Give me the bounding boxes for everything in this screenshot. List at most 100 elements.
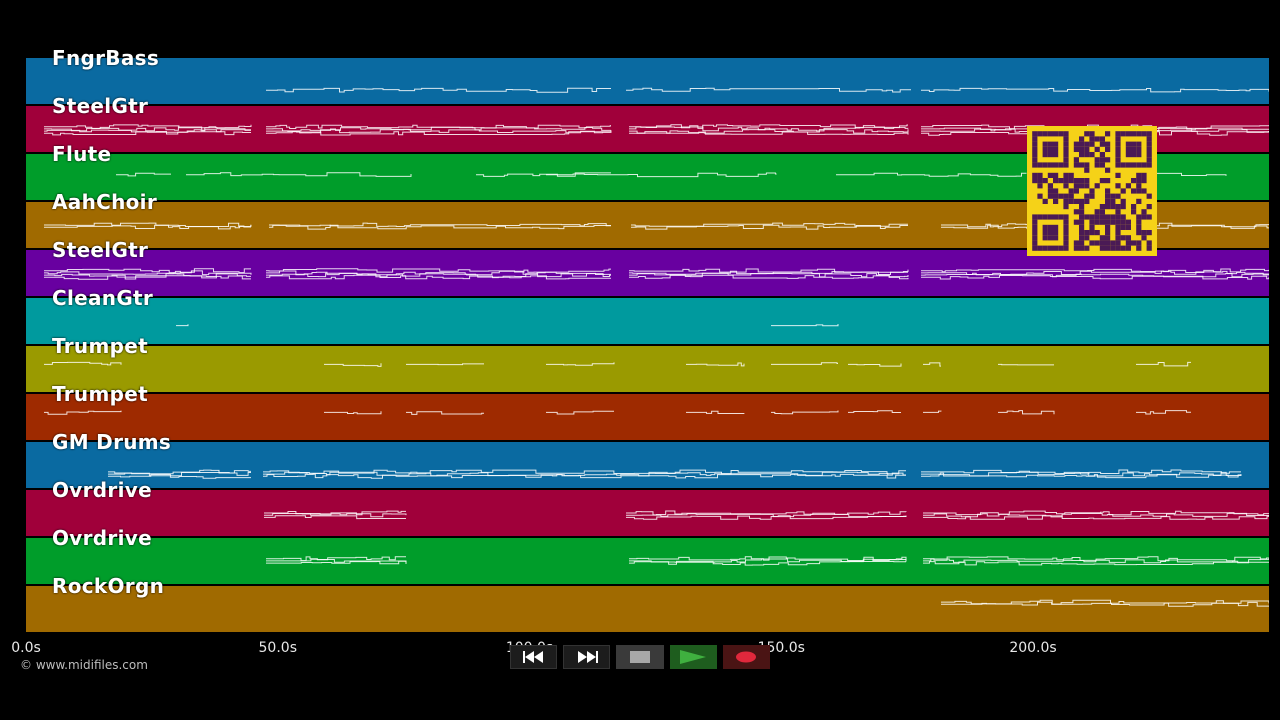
note-trace xyxy=(266,556,1269,566)
stop-button[interactable] xyxy=(616,645,664,669)
qr-module xyxy=(1079,230,1085,236)
qr-module xyxy=(1115,224,1121,230)
qr-module xyxy=(1032,146,1038,152)
qr-module xyxy=(1099,141,1105,147)
qr-module xyxy=(1073,157,1079,163)
qr-module xyxy=(1099,136,1105,142)
qr-module xyxy=(1141,131,1147,137)
qr-module xyxy=(1115,235,1121,241)
qr-module xyxy=(1042,224,1048,230)
qr-module xyxy=(1079,240,1085,246)
qr-module xyxy=(1115,209,1121,215)
note-segment xyxy=(923,362,941,367)
qr-module xyxy=(1115,152,1121,158)
qr-module xyxy=(1037,183,1043,189)
fast-forward-button[interactable] xyxy=(563,645,611,669)
qr-module xyxy=(1105,198,1111,204)
note-segment xyxy=(266,556,406,562)
qr-module xyxy=(1136,178,1142,184)
qr-module xyxy=(1073,183,1079,189)
note-segment xyxy=(266,87,611,93)
qr-module xyxy=(1079,136,1085,142)
qr-module xyxy=(1063,146,1069,152)
qr-module xyxy=(1105,188,1111,194)
qr-module xyxy=(1084,162,1090,168)
note-segment xyxy=(108,474,251,479)
qr-module xyxy=(1141,230,1147,236)
note-segment xyxy=(923,561,1269,566)
play-button[interactable] xyxy=(669,645,717,669)
qr-module xyxy=(1053,178,1059,184)
qr-module xyxy=(1063,131,1069,137)
qr-module xyxy=(1079,235,1085,241)
note-segment xyxy=(44,222,252,227)
qr-module xyxy=(1089,193,1095,199)
track-label: Ovrdrive xyxy=(52,526,152,550)
qr-module xyxy=(1084,183,1090,189)
qr-module xyxy=(1136,219,1142,225)
qr-module xyxy=(1105,240,1111,246)
qr-module xyxy=(1115,172,1121,178)
qr-module xyxy=(1136,224,1142,230)
qr-module xyxy=(1089,224,1095,230)
qr-module xyxy=(1079,204,1085,210)
qr-module xyxy=(1068,178,1074,184)
qr-module xyxy=(1125,235,1131,241)
record-button[interactable] xyxy=(722,645,770,669)
note-segment xyxy=(44,268,251,274)
qr-module xyxy=(1073,162,1079,168)
qr-module xyxy=(1146,214,1152,220)
track-lane: Trumpet xyxy=(26,382,1269,440)
time-tick-label: 50.0s xyxy=(258,640,297,656)
time-tick-label: 0.0s xyxy=(11,640,41,656)
qr-module xyxy=(1032,245,1038,251)
qr-module xyxy=(1089,188,1095,194)
qr-module xyxy=(1094,183,1100,189)
qr-module xyxy=(1047,230,1053,236)
qr-module xyxy=(1125,219,1131,225)
qr-module xyxy=(1125,162,1131,168)
qr-module xyxy=(1068,198,1074,204)
note-segment xyxy=(923,512,1269,518)
qr-module xyxy=(1131,162,1137,168)
qr-module xyxy=(1042,245,1048,251)
qr-module xyxy=(1131,141,1137,147)
qr-module xyxy=(1047,224,1053,230)
note-segment xyxy=(266,274,611,280)
qr-module xyxy=(1032,172,1038,178)
qr-module xyxy=(1131,131,1137,137)
qr-module xyxy=(1053,141,1059,147)
note-segment xyxy=(44,224,251,230)
copyright-text: © www.midifiles.com xyxy=(20,658,148,672)
qr-module xyxy=(1079,141,1085,147)
qr-module xyxy=(1063,152,1069,158)
qr-module xyxy=(1058,193,1064,199)
track-lane: GM Drums xyxy=(26,430,1269,488)
note-segment xyxy=(921,272,1269,278)
qr-module xyxy=(1079,224,1085,230)
qr-module xyxy=(1136,245,1142,251)
qr-module xyxy=(1047,162,1053,168)
note-segment xyxy=(921,87,1269,93)
qr-module xyxy=(1125,152,1131,158)
rewind-button[interactable] xyxy=(510,645,558,669)
qr-module xyxy=(1079,162,1085,168)
qr-module xyxy=(1099,214,1105,220)
qr-module xyxy=(1110,219,1116,225)
note-segment xyxy=(176,324,189,327)
qr-module xyxy=(1115,214,1121,220)
qr-module xyxy=(1084,245,1090,251)
qr-module xyxy=(1053,245,1059,251)
qr-module xyxy=(1063,183,1069,189)
qr-module xyxy=(1042,162,1048,168)
qr-module xyxy=(1068,188,1074,194)
qr-module xyxy=(1053,172,1059,178)
qr-module xyxy=(1141,188,1147,194)
note-segment xyxy=(266,131,611,136)
note-segment xyxy=(631,224,908,230)
rewind-icon xyxy=(522,651,543,663)
qr-module xyxy=(1115,131,1121,137)
qr-module xyxy=(1047,141,1053,147)
track-label: SteelGtr xyxy=(52,238,149,262)
note-segment xyxy=(629,131,909,135)
